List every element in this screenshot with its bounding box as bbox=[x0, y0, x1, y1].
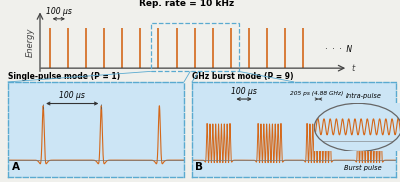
Text: ·  ·  ·  N: · · · N bbox=[325, 46, 352, 54]
Text: Single-pulse mode (P = 1): Single-pulse mode (P = 1) bbox=[8, 72, 120, 81]
Text: 100 μs: 100 μs bbox=[59, 91, 85, 100]
Text: Burst pulse: Burst pulse bbox=[344, 165, 382, 171]
Text: Rep. rate = 10 kHz: Rep. rate = 10 kHz bbox=[139, 0, 234, 8]
Text: Intra-pulse: Intra-pulse bbox=[346, 93, 382, 99]
Text: 205 ps (4.88 GHz): 205 ps (4.88 GHz) bbox=[290, 91, 344, 96]
Text: Energy: Energy bbox=[26, 27, 35, 57]
Text: 100 μs: 100 μs bbox=[46, 7, 72, 16]
Text: t: t bbox=[351, 64, 354, 73]
Text: 100 μs: 100 μs bbox=[231, 87, 257, 96]
Text: A: A bbox=[12, 162, 20, 172]
Text: GHz burst mode (P = 9): GHz burst mode (P = 9) bbox=[192, 72, 294, 81]
Text: B: B bbox=[195, 162, 203, 172]
